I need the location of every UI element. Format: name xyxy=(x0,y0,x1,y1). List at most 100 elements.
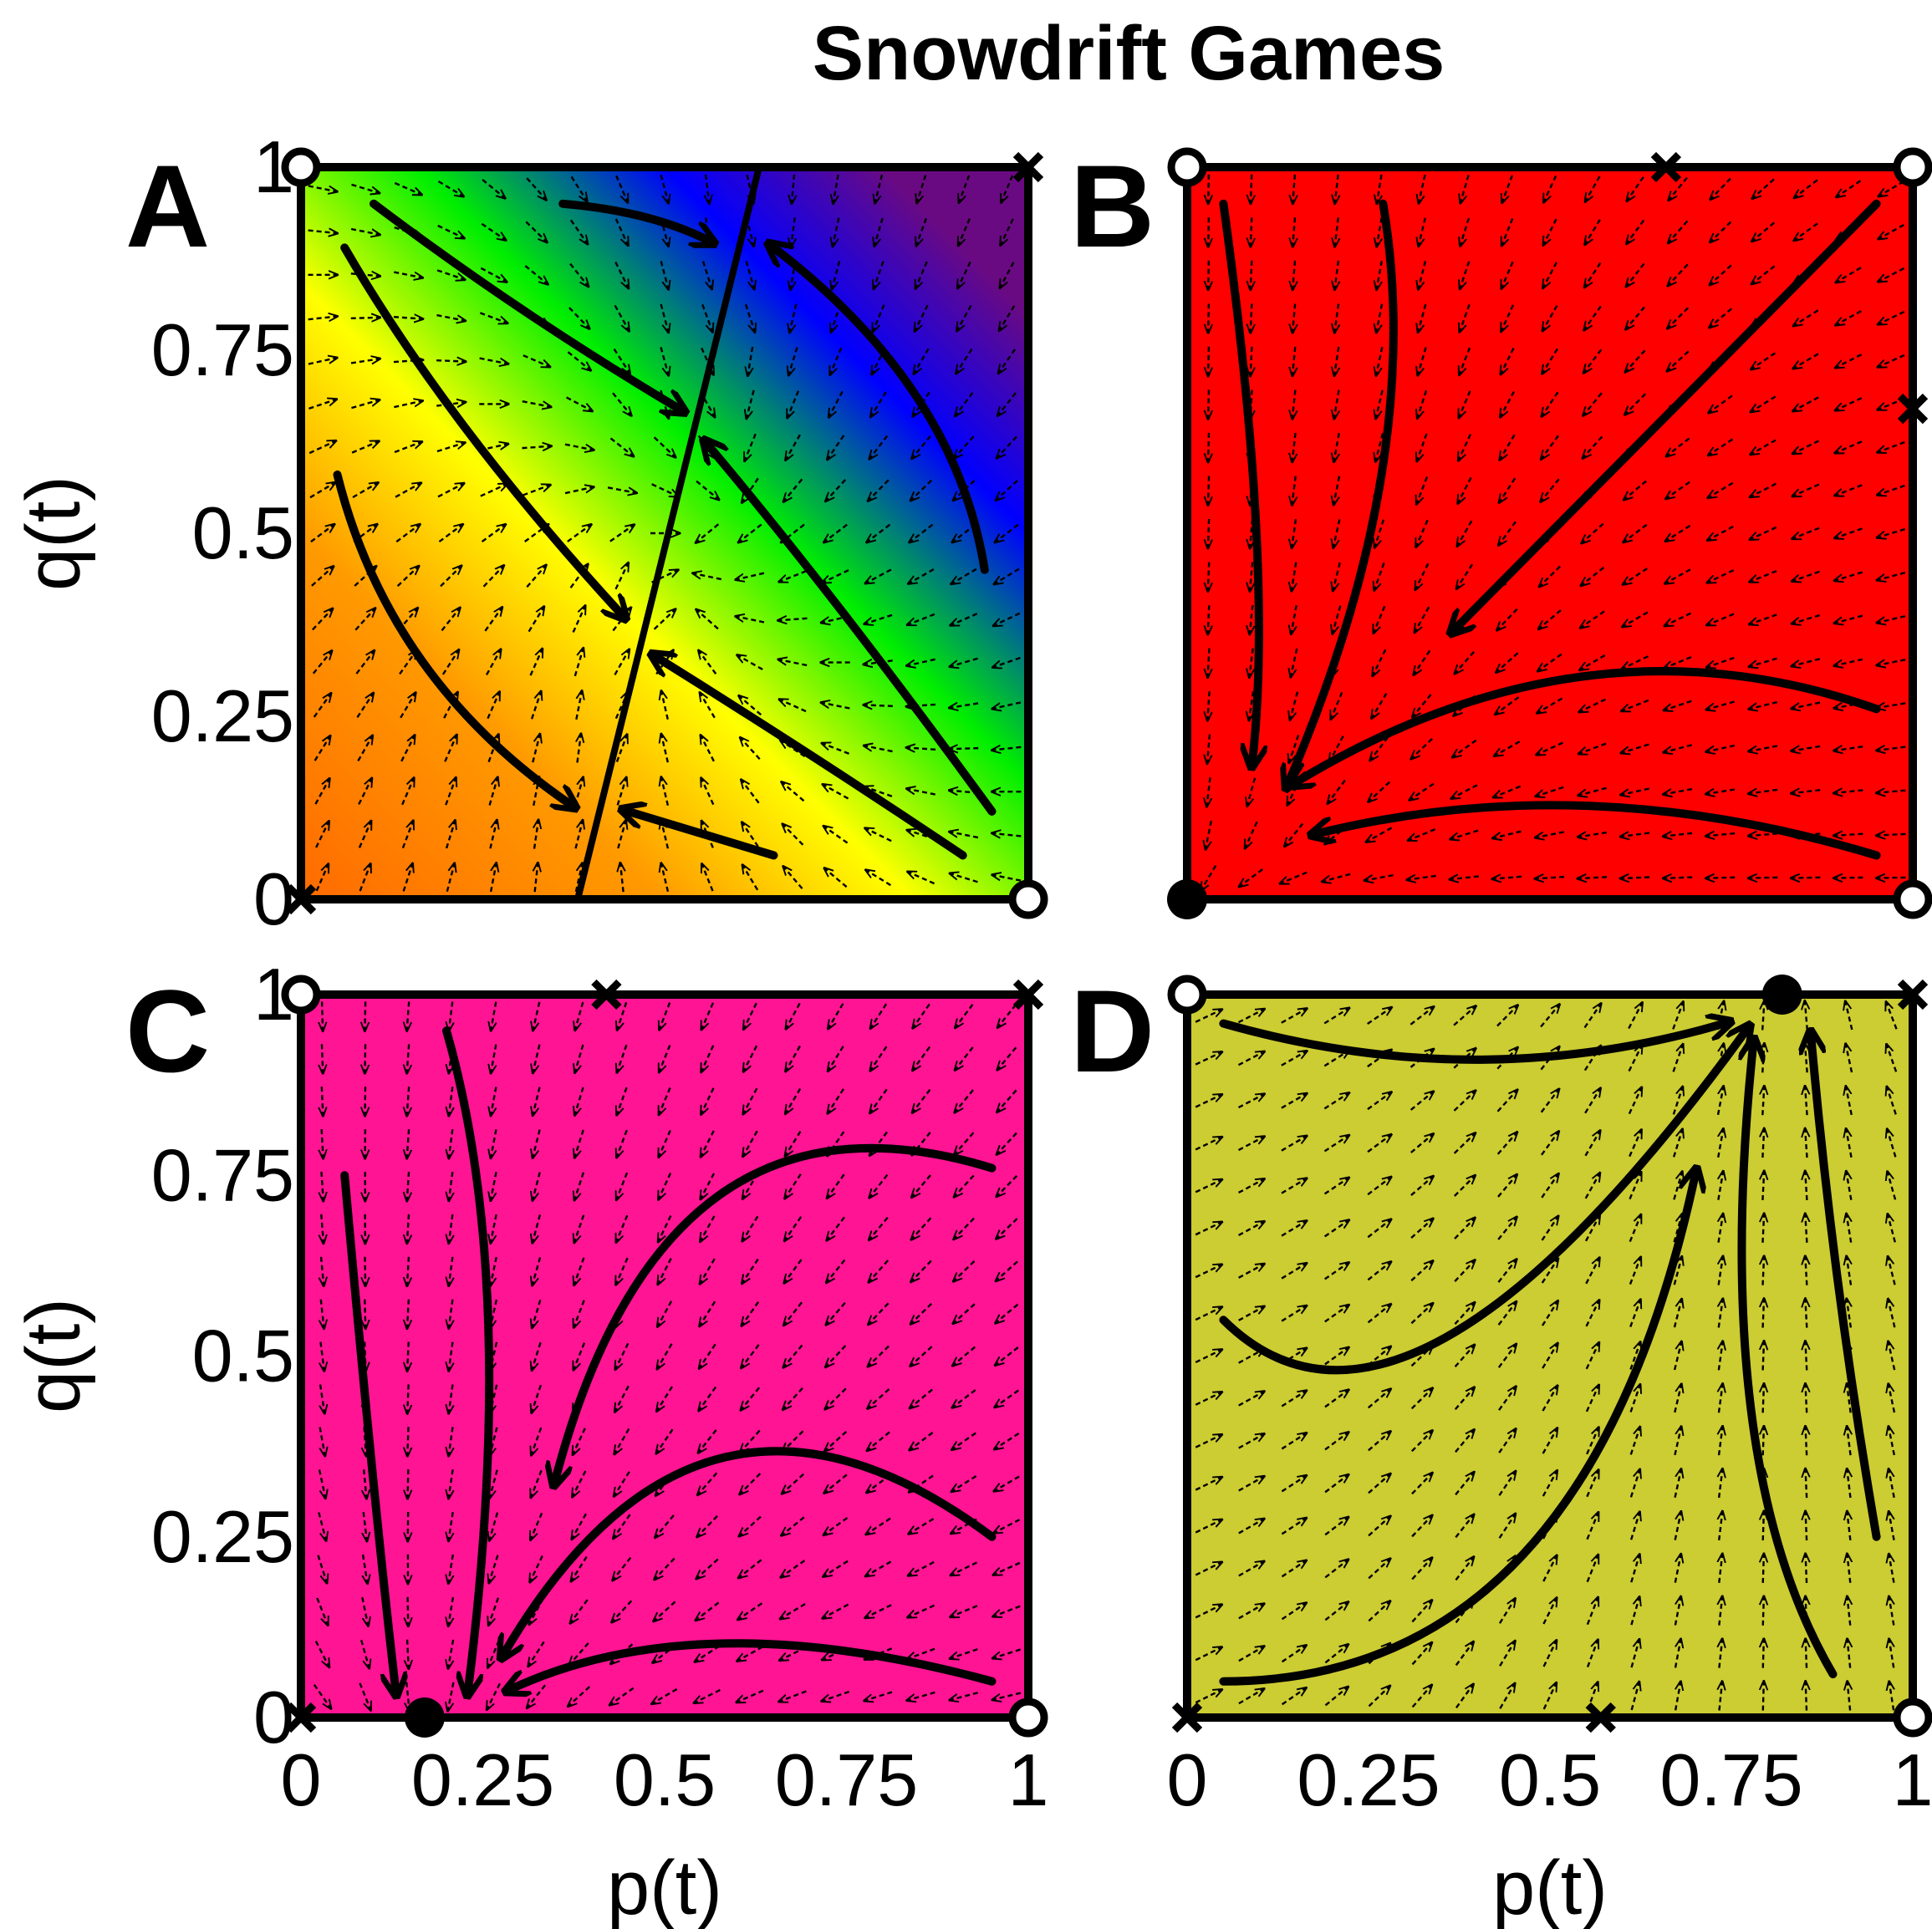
field-arrow xyxy=(742,823,759,847)
field-arrow xyxy=(352,483,377,499)
field-arrow xyxy=(1836,484,1863,495)
field-arrow xyxy=(1586,1471,1598,1498)
field-arrow xyxy=(1455,1685,1473,1709)
field-arrow xyxy=(1376,303,1384,332)
field-arrow xyxy=(1586,176,1601,201)
field-arrow xyxy=(994,1519,1021,1533)
field-arrow xyxy=(1208,260,1209,289)
panel-b-fixed-points xyxy=(1167,147,1932,919)
field-arrow xyxy=(783,1430,804,1451)
field-arrow xyxy=(572,607,585,634)
field-arrow xyxy=(1762,1001,1764,1031)
field-arrow xyxy=(1665,568,1691,583)
field-arrow xyxy=(1749,790,1778,794)
field-arrow xyxy=(1450,876,1479,879)
field-arrow xyxy=(1324,1518,1348,1536)
figure-title: Snowdrift Games xyxy=(813,11,1445,96)
field-arrow xyxy=(308,185,336,191)
field-arrow xyxy=(1763,1555,1764,1583)
field-arrow xyxy=(1623,655,1649,669)
field-arrow xyxy=(998,1046,1017,1069)
field-arrow xyxy=(1622,743,1649,753)
unstable-point xyxy=(1893,1697,1932,1738)
field-arrow xyxy=(615,735,627,763)
field-arrow xyxy=(1621,877,1650,878)
field-arrow xyxy=(1718,1129,1723,1158)
field-arrow xyxy=(1493,830,1522,838)
field-arrow xyxy=(1805,1214,1807,1243)
field-arrow xyxy=(1835,571,1863,581)
field-arrow xyxy=(1498,1514,1516,1539)
field-arrow xyxy=(1292,562,1296,591)
field-arrow xyxy=(952,1475,977,1491)
field-arrow xyxy=(1497,1260,1516,1283)
field-arrow xyxy=(1367,1092,1391,1111)
field-arrow xyxy=(575,1044,584,1072)
field-arrow xyxy=(491,1001,496,1030)
field-arrow xyxy=(437,180,463,196)
field-arrow xyxy=(701,1258,716,1283)
field-arrow xyxy=(833,217,840,246)
field-arrow xyxy=(1281,871,1308,883)
field-arrow xyxy=(567,351,589,369)
field-arrow xyxy=(1411,1643,1432,1666)
field-arrow xyxy=(532,1384,542,1412)
field-arrow xyxy=(614,1471,630,1496)
trajectory xyxy=(370,199,679,409)
field-arrow xyxy=(1333,605,1342,634)
field-arrow xyxy=(1323,1220,1348,1238)
field-arrow xyxy=(695,1688,721,1703)
field-arrow xyxy=(1666,524,1691,541)
panel-a-letter: A xyxy=(125,140,210,272)
panel-a-separatrix xyxy=(574,166,762,900)
field-arrow xyxy=(1411,1516,1431,1538)
field-arrow xyxy=(1292,303,1295,332)
field-arrow xyxy=(1886,1003,1898,1030)
trajectory xyxy=(1737,1046,1838,1679)
field-arrow xyxy=(1707,700,1735,709)
field-arrow xyxy=(661,821,670,849)
field-arrow xyxy=(864,660,893,664)
panel-a-vector-field xyxy=(308,174,1022,893)
field-arrow xyxy=(908,1647,935,1659)
field-arrow xyxy=(783,1387,803,1409)
y-tick-label: 0 xyxy=(253,1676,294,1758)
field-arrow xyxy=(912,1132,931,1155)
field-arrow xyxy=(1377,174,1381,203)
field-arrow xyxy=(1496,1091,1517,1112)
field-arrow xyxy=(1792,613,1820,623)
field-arrow xyxy=(1847,1257,1851,1285)
field-arrow xyxy=(1455,1430,1474,1453)
field-arrow xyxy=(1368,1474,1390,1494)
panel-b-trajectories xyxy=(1219,199,1881,860)
field-arrow xyxy=(658,1300,673,1326)
unstable-point xyxy=(1893,879,1932,919)
field-arrow xyxy=(617,821,625,849)
field-arrow xyxy=(614,693,628,720)
field-arrow xyxy=(1586,1513,1598,1540)
field-arrow xyxy=(490,1512,499,1540)
saddle-point xyxy=(591,979,622,1010)
field-arrow xyxy=(779,618,808,620)
field-arrow xyxy=(954,479,976,500)
field-arrow xyxy=(1763,1300,1764,1328)
field-arrow xyxy=(1418,389,1428,417)
field-arrow xyxy=(954,1217,975,1239)
field-arrow xyxy=(786,1087,802,1113)
field-arrow xyxy=(1409,1050,1433,1068)
field-arrow xyxy=(651,483,678,496)
field-arrow xyxy=(1323,1009,1348,1025)
field-arrow xyxy=(489,821,497,849)
y-tick-label: 0.5 xyxy=(192,1315,294,1397)
field-arrow xyxy=(491,1172,497,1199)
field-arrow xyxy=(1584,1131,1599,1157)
field-arrow xyxy=(827,1301,846,1325)
field-arrow xyxy=(1848,1555,1851,1583)
field-arrow xyxy=(702,822,714,848)
field-arrow xyxy=(1453,1092,1475,1112)
field-arrow xyxy=(909,872,935,885)
field-arrow xyxy=(738,655,763,670)
field-arrow xyxy=(1837,180,1862,196)
field-arrow xyxy=(1454,1219,1475,1239)
field-arrow xyxy=(1542,1471,1557,1497)
